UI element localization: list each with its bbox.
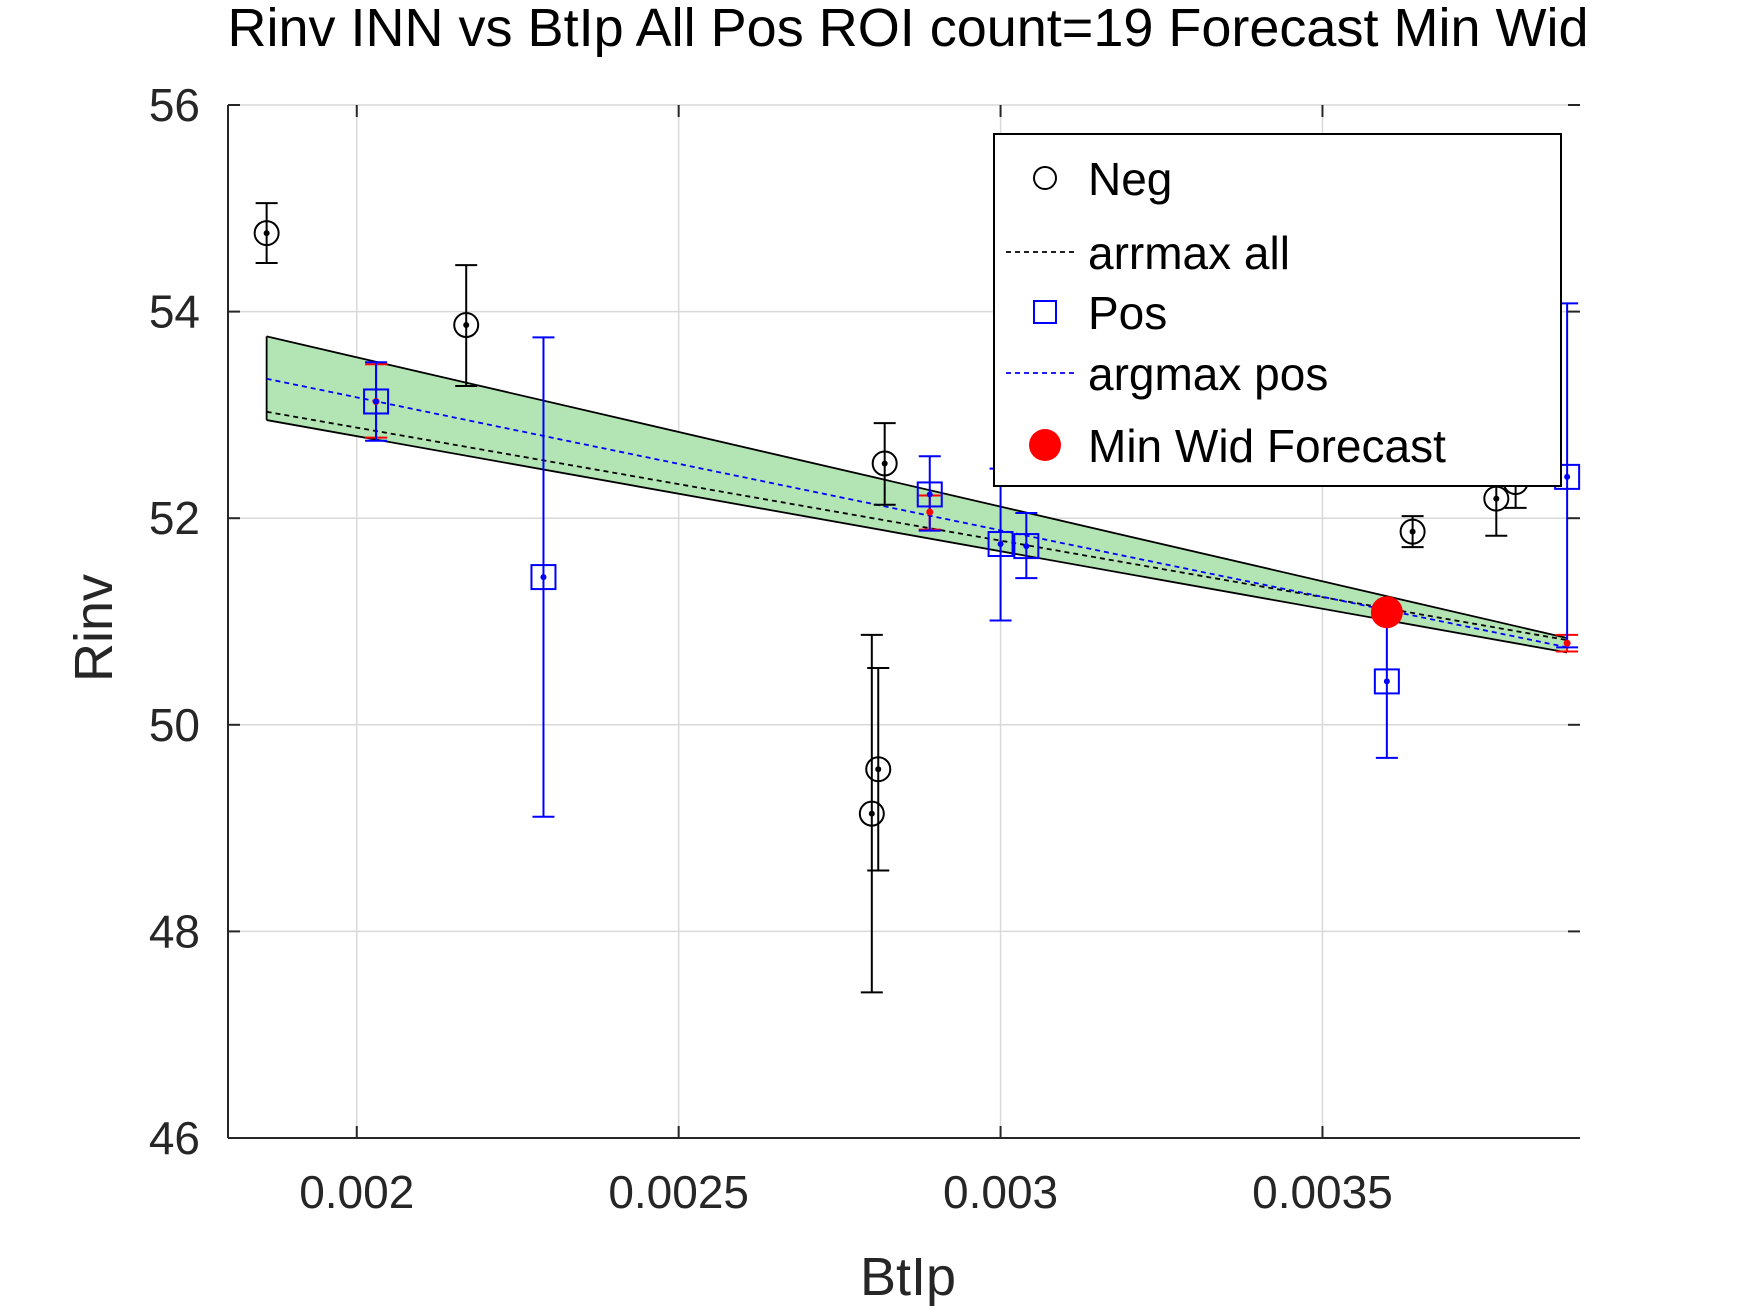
pos-point — [987, 531, 1014, 558]
legend-box — [993, 133, 1562, 487]
y-tick-label: 50 — [149, 699, 200, 751]
min-wid-forecast-point — [1370, 596, 1403, 629]
fit-lines — [266, 377, 1568, 649]
neg-point-center — [868, 810, 875, 817]
neg-point — [858, 800, 885, 827]
x-tick-label: 0.0025 — [608, 1166, 749, 1218]
neg-point — [253, 220, 280, 247]
forecast-point — [1563, 639, 1571, 647]
pos-point-center — [1383, 678, 1390, 685]
y-tick-label: 52 — [149, 492, 200, 544]
tick-labels: 0.002 0.0025 0.003 0.0035 46 48 50 52 54 56 — [149, 79, 1393, 1218]
y-tick-label: 54 — [149, 286, 200, 338]
neg-point — [453, 312, 480, 339]
legend-forecast-symbol — [1029, 429, 1061, 461]
legend-pos-symbol — [1033, 300, 1057, 324]
pos-point-center — [1023, 543, 1030, 550]
legend-label: arrmax all — [1088, 227, 1290, 279]
pos-point-center — [540, 574, 547, 581]
neg-point-center — [881, 460, 888, 467]
pos-point-center — [1564, 473, 1571, 480]
y-tick-label: 46 — [149, 1112, 200, 1164]
legend: Neg arrmax all Pos argmax pos Min Wid Foreca… — [993, 133, 1562, 487]
x-axis-label: BtIp — [860, 1247, 956, 1307]
forecast-point — [926, 508, 934, 516]
neg-point — [865, 756, 892, 783]
x-tick-label: 0.002 — [299, 1166, 414, 1218]
pos-point — [363, 388, 390, 415]
neg-point-center — [1493, 495, 1500, 502]
pos-point — [916, 481, 943, 508]
pos-point-center — [926, 491, 933, 498]
neg-point — [871, 450, 898, 477]
neg-point-center — [263, 230, 270, 237]
neg-point-center — [875, 766, 882, 773]
x-tick-label: 0.003 — [943, 1166, 1058, 1218]
neg-point-center — [463, 322, 470, 329]
neg-point-center — [1409, 528, 1416, 535]
x-tick-label: 0.0035 — [1252, 1166, 1393, 1218]
neg-point — [1399, 518, 1426, 545]
y-axis-label: Rinv — [64, 574, 124, 682]
pos-point — [530, 564, 557, 591]
legend-label: Neg — [1088, 153, 1172, 205]
y-tick-label: 48 — [149, 905, 200, 957]
legend-neg-symbol — [1033, 166, 1057, 190]
axes — [227, 104, 1580, 1139]
legend-label: Pos — [1088, 287, 1167, 339]
band-lower-edge — [266, 419, 1568, 654]
pos-point — [1373, 668, 1400, 695]
pos-point-center — [997, 541, 1004, 548]
fit-line — [266, 410, 1568, 641]
legend-label: Min Wid Forecast — [1088, 420, 1446, 472]
pos-point-center — [373, 398, 380, 405]
legend-label: argmax pos — [1088, 348, 1328, 400]
chart-title: Rinv INN vs BtIp All Pos ROI count=19 Fo… — [228, 0, 1589, 58]
y-tick-label: 56 — [149, 79, 200, 131]
pos-point — [1013, 533, 1040, 560]
